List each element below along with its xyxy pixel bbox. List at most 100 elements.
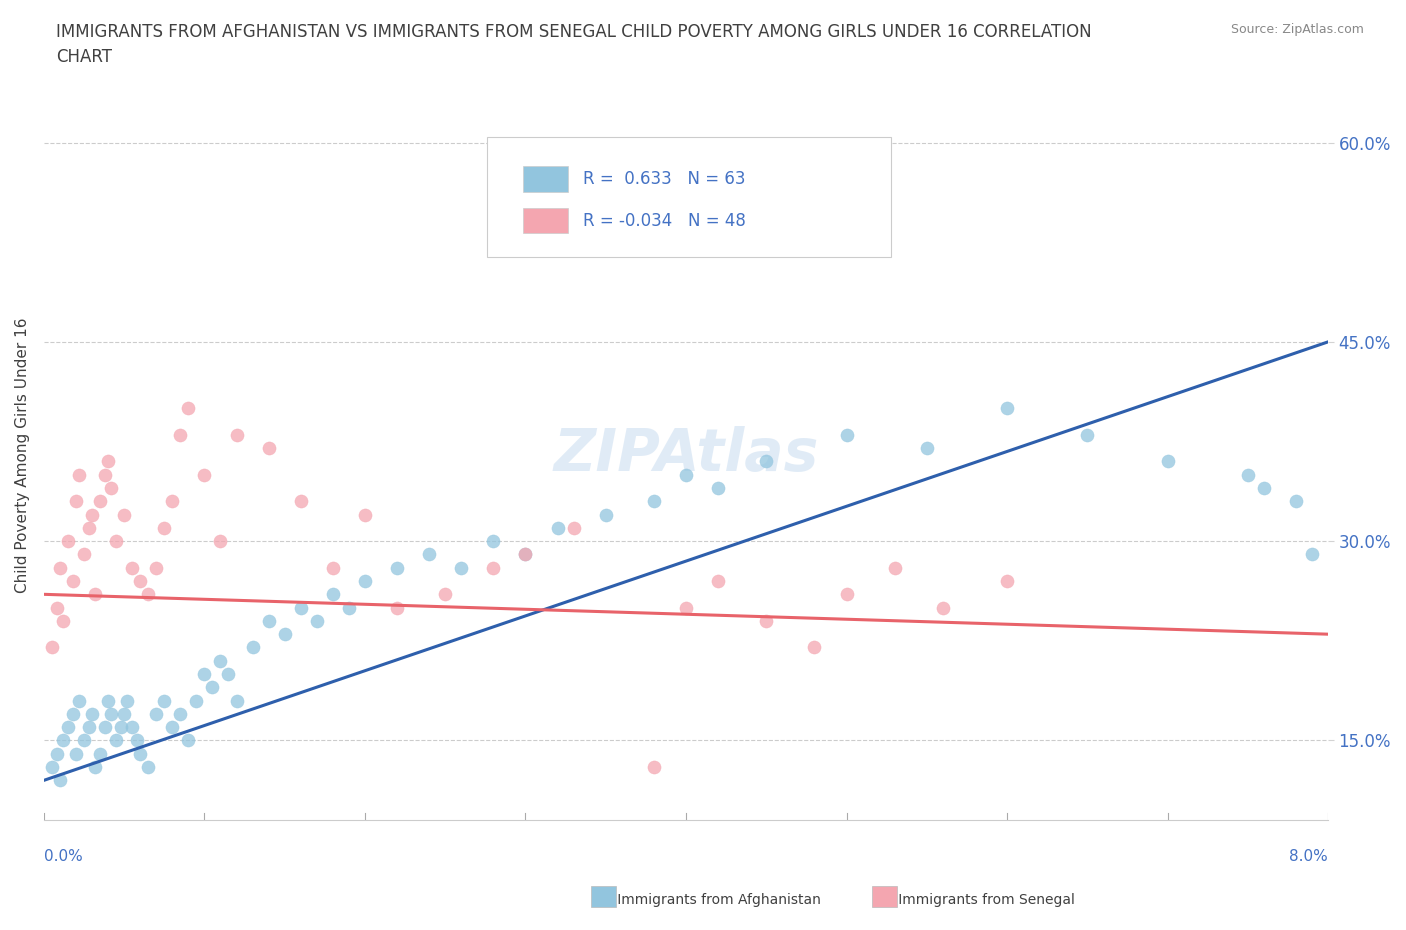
- Point: [1156, 454, 1178, 469]
- Point: [595, 826, 617, 841]
- Point: [273, 627, 295, 642]
- Point: [94, 467, 117, 482]
- Point: [105, 534, 128, 549]
- Point: [322, 560, 344, 575]
- Point: [117, 693, 139, 708]
- Point: [201, 680, 224, 695]
- Point: [290, 494, 312, 509]
- Point: [177, 401, 200, 416]
- Point: [153, 693, 176, 708]
- FancyBboxPatch shape: [523, 166, 568, 192]
- Point: [67, 467, 90, 482]
- Text: 8.0%: 8.0%: [1289, 849, 1329, 865]
- Point: [707, 481, 730, 496]
- Text: 0.0%: 0.0%: [44, 849, 83, 865]
- Point: [515, 547, 537, 562]
- Point: [49, 773, 72, 788]
- FancyBboxPatch shape: [523, 207, 568, 233]
- Point: [643, 494, 665, 509]
- Point: [803, 640, 825, 655]
- Point: [56, 720, 79, 735]
- Point: [193, 667, 215, 682]
- Point: [643, 760, 665, 775]
- Text: ZIPAtlas: ZIPAtlas: [554, 426, 818, 484]
- Point: [257, 614, 280, 629]
- Point: [186, 693, 208, 708]
- Point: [883, 560, 905, 575]
- Point: [193, 467, 215, 482]
- Point: [225, 428, 247, 443]
- Point: [434, 587, 457, 602]
- Point: [995, 574, 1018, 589]
- Point: [995, 401, 1018, 416]
- Point: [707, 574, 730, 589]
- Point: [73, 733, 96, 748]
- Point: [100, 707, 122, 722]
- Point: [322, 587, 344, 602]
- Point: [112, 507, 135, 522]
- Point: [755, 454, 778, 469]
- Point: [94, 720, 117, 735]
- Point: [136, 587, 159, 602]
- Point: [52, 733, 75, 748]
- Y-axis label: Child Poverty Among Girls Under 16: Child Poverty Among Girls Under 16: [15, 317, 30, 592]
- Point: [121, 720, 143, 735]
- Point: [218, 667, 240, 682]
- Point: [755, 614, 778, 629]
- Point: [418, 547, 440, 562]
- Point: [129, 747, 152, 762]
- Point: [290, 600, 312, 615]
- Point: [89, 747, 111, 762]
- Point: [49, 560, 72, 575]
- Text: R = -0.034   N = 48: R = -0.034 N = 48: [583, 211, 747, 230]
- Point: [450, 560, 472, 575]
- Point: [162, 494, 184, 509]
- Point: [121, 560, 143, 575]
- Point: [136, 760, 159, 775]
- Point: [354, 574, 377, 589]
- Point: [1301, 547, 1323, 562]
- Point: [1236, 467, 1258, 482]
- Point: [80, 707, 103, 722]
- Point: [110, 720, 132, 735]
- Point: [337, 600, 360, 615]
- Point: [162, 720, 184, 735]
- Point: [52, 614, 75, 629]
- Point: [242, 640, 264, 655]
- Point: [84, 760, 107, 775]
- Point: [84, 587, 107, 602]
- Text: Immigrants from Afghanistan: Immigrants from Afghanistan: [591, 893, 820, 907]
- Point: [41, 640, 63, 655]
- Point: [482, 560, 505, 575]
- Point: [932, 600, 955, 615]
- Point: [209, 653, 232, 668]
- Point: [129, 574, 152, 589]
- Point: [80, 507, 103, 522]
- Point: [41, 760, 63, 775]
- Point: [482, 534, 505, 549]
- Point: [1285, 494, 1308, 509]
- Point: [100, 481, 122, 496]
- Point: [67, 693, 90, 708]
- Point: [65, 494, 87, 509]
- FancyBboxPatch shape: [486, 137, 891, 258]
- Point: [177, 733, 200, 748]
- Point: [73, 547, 96, 562]
- Point: [45, 600, 67, 615]
- Point: [257, 441, 280, 456]
- Point: [1253, 481, 1275, 496]
- Point: [354, 507, 377, 522]
- Point: [77, 521, 100, 536]
- Point: [675, 600, 697, 615]
- Point: [169, 707, 191, 722]
- Point: [835, 587, 858, 602]
- Point: [56, 534, 79, 549]
- Point: [305, 614, 328, 629]
- Point: [65, 747, 87, 762]
- Point: [915, 441, 938, 456]
- Point: [105, 733, 128, 748]
- Point: [675, 467, 697, 482]
- Point: [153, 521, 176, 536]
- Point: [225, 693, 247, 708]
- Point: [515, 547, 537, 562]
